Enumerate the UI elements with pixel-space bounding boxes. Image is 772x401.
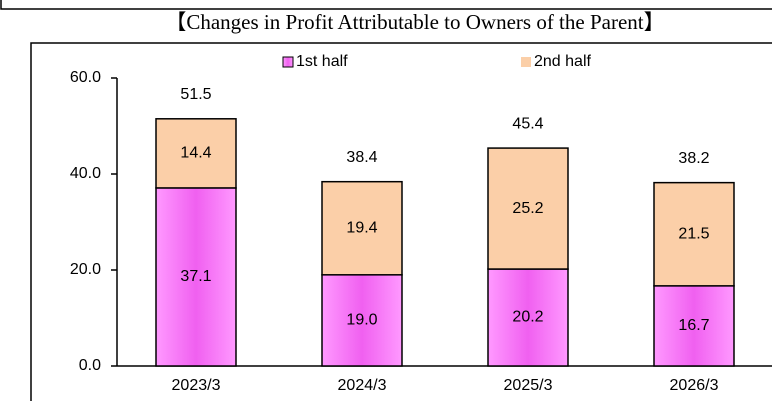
bar-segment [321, 274, 403, 367]
chart-title: 【Changes in Profit Attributable to Owner… [165, 10, 664, 34]
data-label: 21.5 [678, 225, 709, 242]
data-label: 19.4 [346, 219, 377, 236]
total-label: 45.4 [512, 115, 543, 132]
y-tick-label: 0.0 [79, 357, 101, 374]
data-label: 20.2 [512, 309, 543, 326]
bar-segment [487, 147, 569, 270]
legend-label: 1st half [296, 53, 348, 70]
bar-segment [155, 118, 237, 189]
data-label: 37.1 [180, 268, 211, 285]
y-tick-label: 60.0 [70, 69, 101, 86]
total-label: 51.5 [180, 86, 211, 103]
y-tick-label: 20.0 [70, 261, 101, 278]
bar-segment [321, 180, 403, 276]
bar-segment [487, 268, 569, 367]
x-tick-label: 2023/3 [172, 377, 221, 394]
data-label: 19.0 [346, 312, 377, 329]
data-label: 25.2 [512, 200, 543, 217]
data-label: 14.4 [180, 145, 211, 162]
x-tick-label: 2026/3 [670, 377, 719, 394]
frame-top [0, 0, 772, 10]
data-label: 16.7 [678, 317, 709, 334]
legend-swatch [521, 57, 531, 67]
bar-segment [155, 187, 237, 367]
x-tick-label: 2024/3 [338, 377, 387, 394]
total-label: 38.2 [678, 150, 709, 167]
bar-segment [653, 181, 735, 287]
legend-swatch [282, 56, 294, 68]
x-tick-label: 2025/3 [504, 377, 553, 394]
bar-segment [653, 285, 735, 367]
chart-frame [30, 42, 772, 401]
legend-label: 2nd half [534, 53, 591, 70]
y-tick-label: 40.0 [70, 165, 101, 182]
total-label: 38.4 [346, 149, 377, 166]
